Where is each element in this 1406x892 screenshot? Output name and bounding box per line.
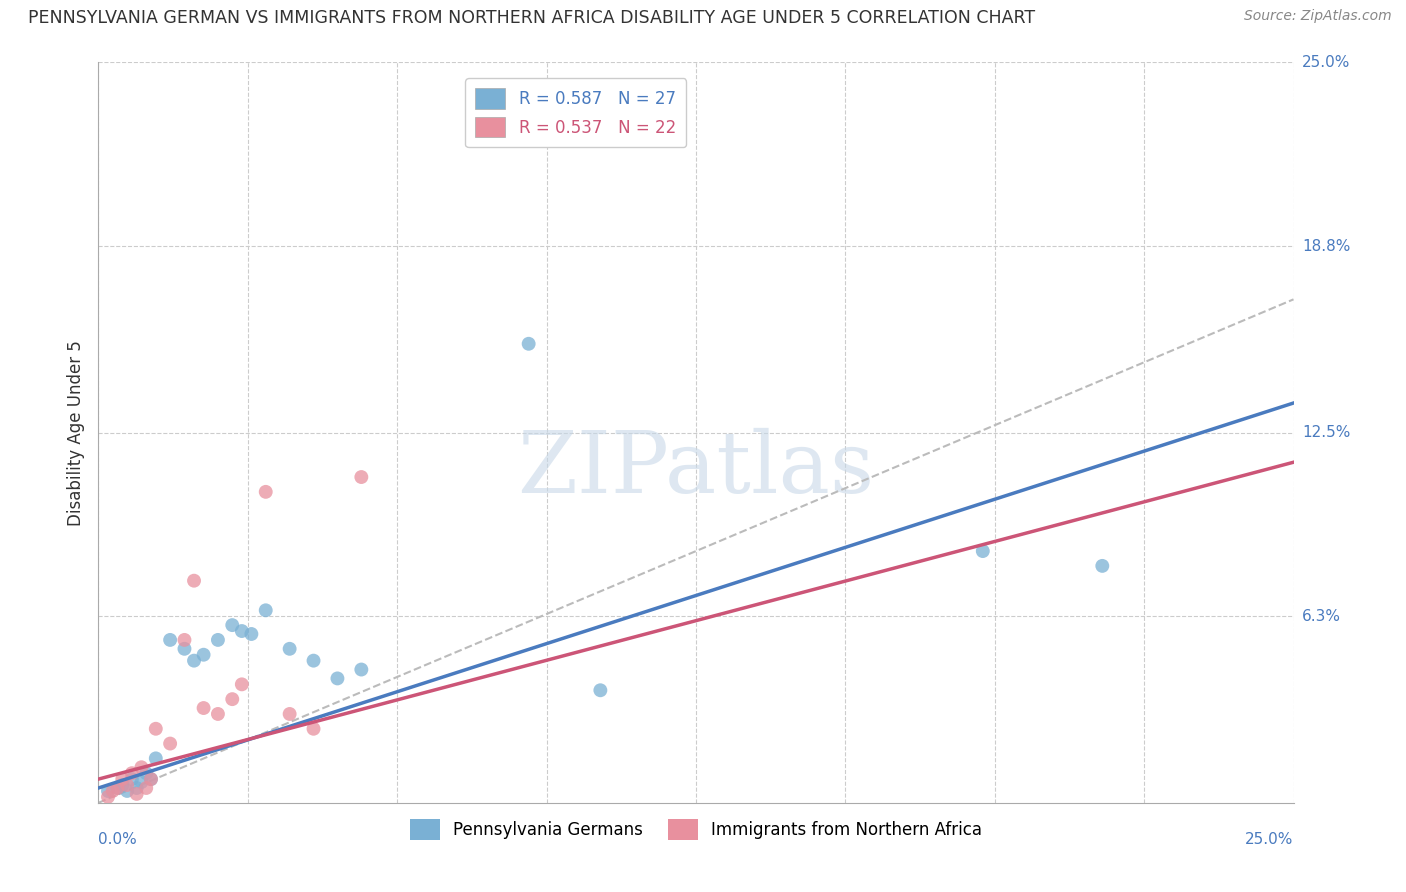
Point <box>121 772 143 786</box>
Point <box>1091 558 1114 573</box>
Point <box>125 780 148 795</box>
Point <box>183 654 205 668</box>
Point <box>517 336 540 351</box>
Point <box>135 766 157 780</box>
Point <box>111 772 134 786</box>
Point <box>231 677 253 691</box>
Point <box>221 692 243 706</box>
Point <box>254 484 277 499</box>
Text: 25.0%: 25.0% <box>1302 55 1350 70</box>
Point <box>101 784 124 798</box>
Point <box>207 632 229 647</box>
Text: 0.0%: 0.0% <box>98 832 138 847</box>
Y-axis label: Disability Age Under 5: Disability Age Under 5 <box>66 340 84 525</box>
Point <box>240 627 263 641</box>
Point <box>107 780 129 795</box>
Text: 25.0%: 25.0% <box>1246 832 1294 847</box>
Point <box>193 648 215 662</box>
Point <box>111 778 134 792</box>
Point <box>173 632 195 647</box>
Point <box>131 775 153 789</box>
Point <box>115 784 138 798</box>
Point <box>326 672 349 686</box>
Point <box>139 772 162 786</box>
Point <box>193 701 215 715</box>
Point <box>97 789 120 804</box>
Point <box>350 663 373 677</box>
Legend: Pennsylvania Germans, Immigrants from Northern Africa: Pennsylvania Germans, Immigrants from No… <box>404 813 988 847</box>
Point <box>139 772 162 786</box>
Text: 6.3%: 6.3% <box>1302 608 1341 624</box>
Point <box>159 737 181 751</box>
Point <box>278 706 301 721</box>
Point <box>302 654 325 668</box>
Point <box>302 722 325 736</box>
Point <box>107 780 129 795</box>
Point <box>231 624 253 638</box>
Text: 12.5%: 12.5% <box>1302 425 1350 440</box>
Point <box>131 760 153 774</box>
Text: PENNSYLVANIA GERMAN VS IMMIGRANTS FROM NORTHERN AFRICA DISABILITY AGE UNDER 5 CO: PENNSYLVANIA GERMAN VS IMMIGRANTS FROM N… <box>28 9 1035 27</box>
Point <box>589 683 612 698</box>
Point <box>207 706 229 721</box>
Point <box>121 766 143 780</box>
Point <box>145 751 167 765</box>
Point <box>254 603 277 617</box>
Point <box>278 641 301 656</box>
Text: Source: ZipAtlas.com: Source: ZipAtlas.com <box>1244 9 1392 23</box>
Point <box>115 778 138 792</box>
Point <box>97 784 120 798</box>
Text: 18.8%: 18.8% <box>1302 238 1350 253</box>
Point <box>159 632 181 647</box>
Point <box>350 470 373 484</box>
Point <box>135 780 157 795</box>
Text: ZIPatlas: ZIPatlas <box>517 428 875 511</box>
Point <box>173 641 195 656</box>
Point <box>221 618 243 632</box>
Point <box>183 574 205 588</box>
Point <box>972 544 994 558</box>
Point <box>125 787 148 801</box>
Point <box>145 722 167 736</box>
